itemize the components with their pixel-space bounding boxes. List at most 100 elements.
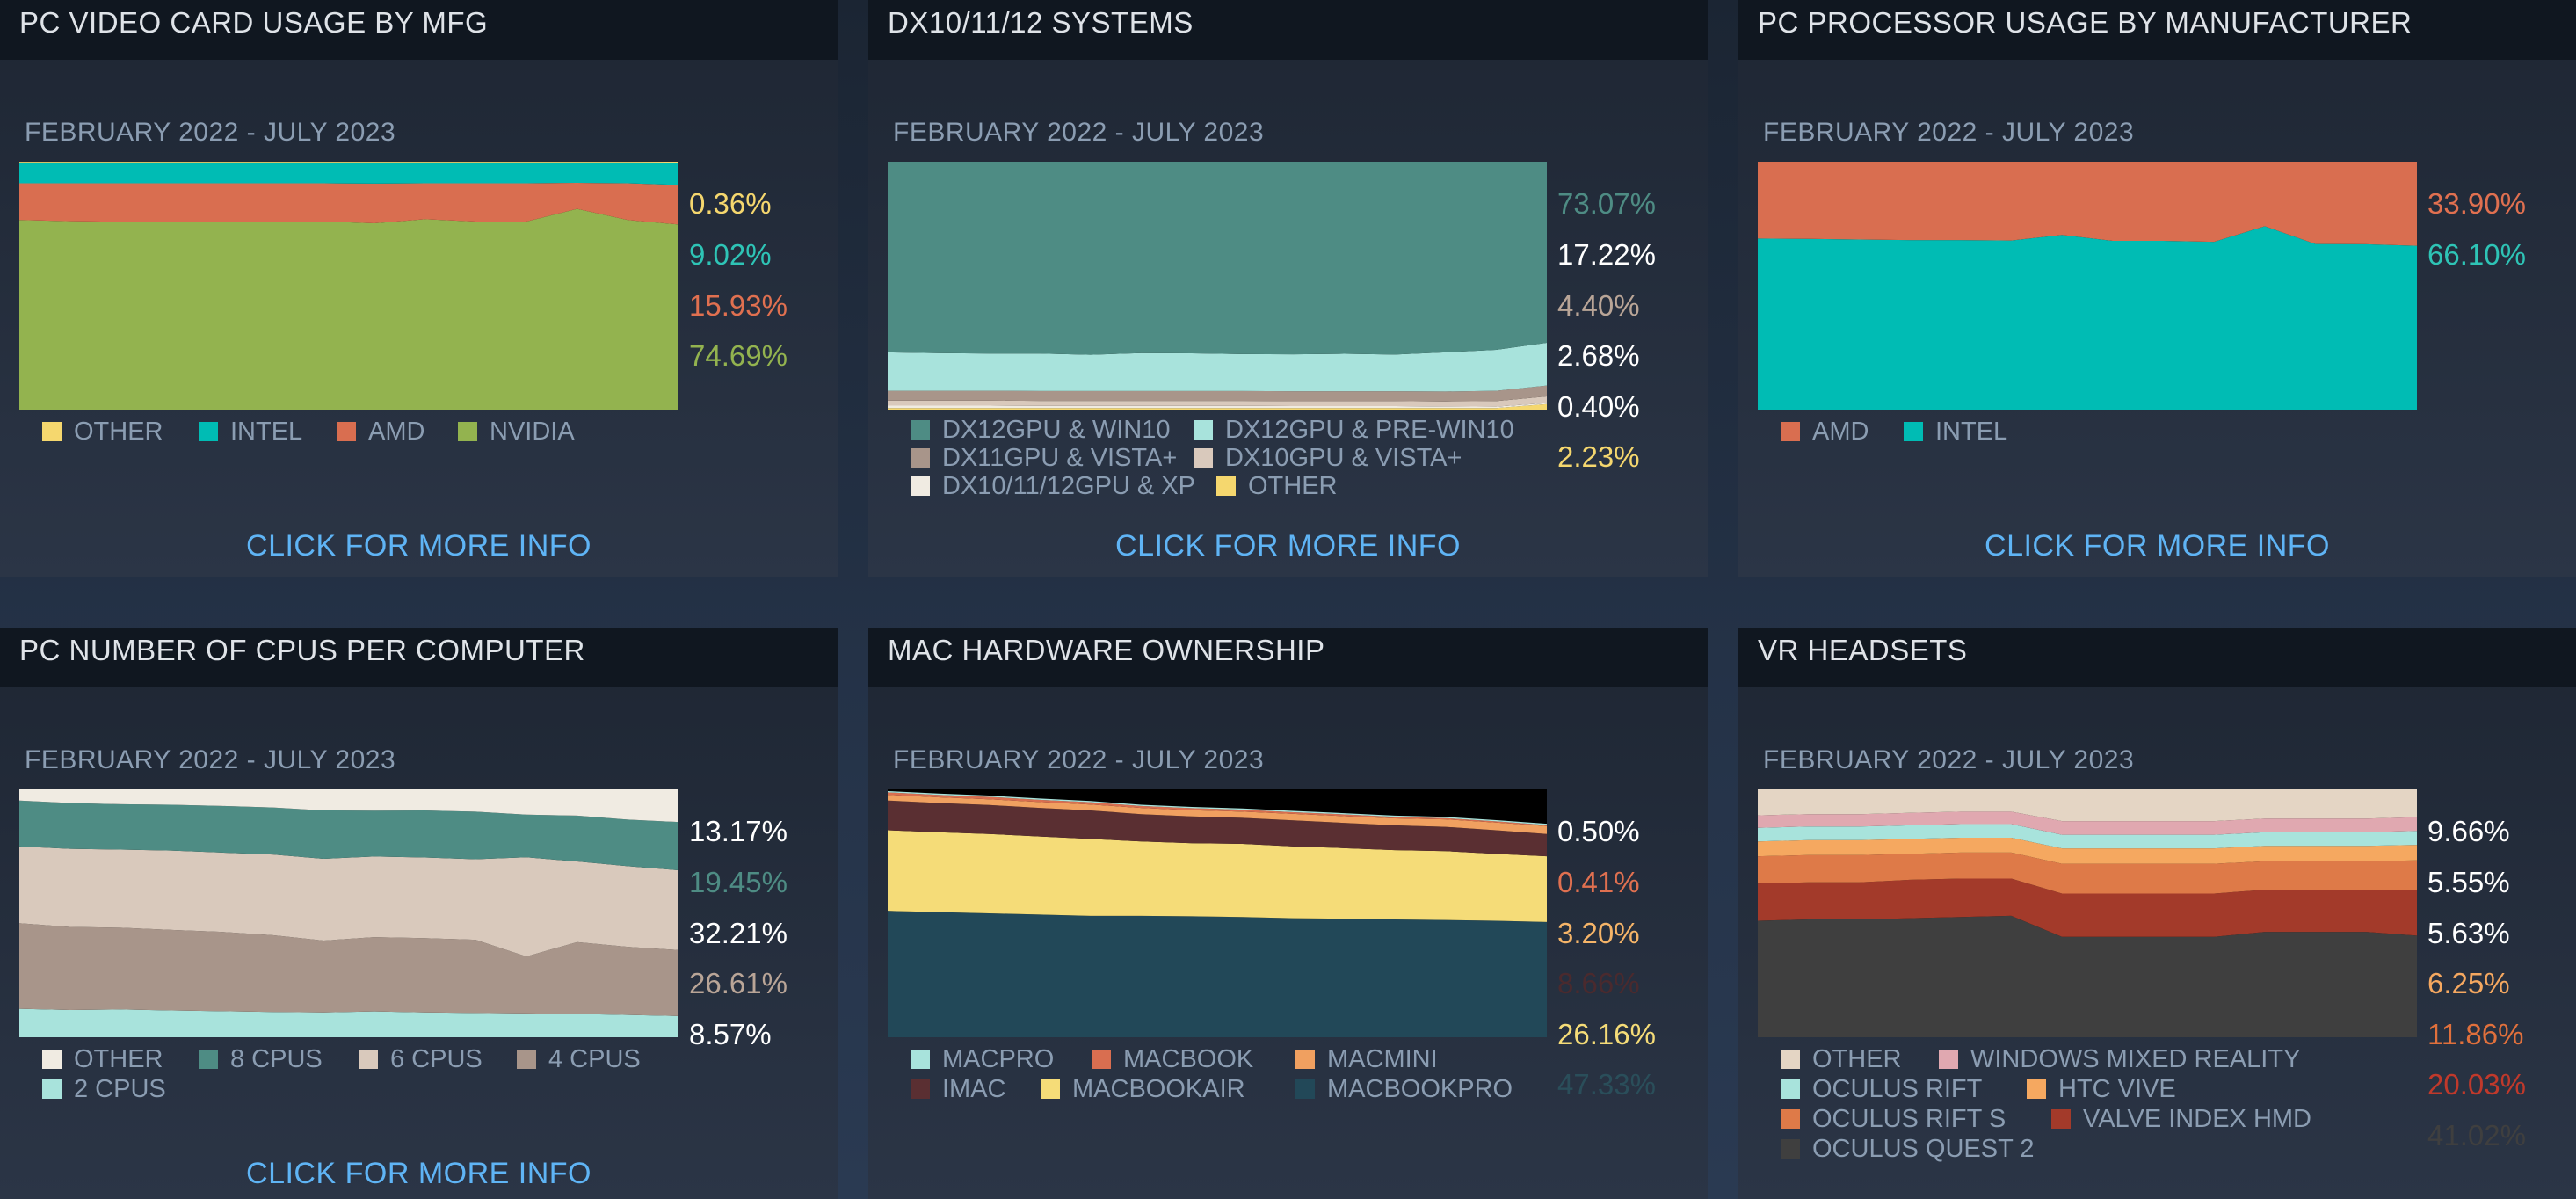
legend-item-vive: HTC VIVE bbox=[2027, 1074, 2176, 1104]
value-label-4cpus: 26.61% bbox=[689, 967, 787, 999]
legend-item-dx12-prewin10: DX12GPU & PRE-WIN10 bbox=[1194, 415, 1514, 445]
more-info-link[interactable]: CLICK FOR MORE INFO bbox=[1985, 529, 2330, 563]
legend-label: 2 CPUS bbox=[74, 1075, 166, 1103]
legend-item-dx-xp: DX10/11/12GPU & XP bbox=[911, 471, 1195, 501]
area-series-macpro bbox=[888, 790, 1547, 825]
value-label-imac: 8.66% bbox=[1557, 967, 1640, 999]
legend-swatch bbox=[1904, 422, 1923, 441]
legend-item-intel: INTEL bbox=[1904, 417, 2007, 447]
legend-label: NVIDIA bbox=[490, 418, 575, 446]
legend-item-index: VALVE INDEX HMD bbox=[2051, 1104, 2311, 1134]
legend-label: OTHER bbox=[1812, 1045, 1902, 1073]
area-chart bbox=[1758, 162, 2417, 410]
area-chart bbox=[19, 789, 678, 1037]
date-range: FEBRUARY 2022 - JULY 2023 bbox=[25, 745, 396, 774]
legend-label: MACMINI bbox=[1327, 1045, 1438, 1073]
value-label-amd: 15.93% bbox=[689, 289, 787, 322]
legend-swatch bbox=[911, 420, 930, 440]
value-label-8cpus: 19.45% bbox=[689, 866, 787, 898]
legend-swatch bbox=[1781, 1079, 1800, 1099]
legend-item-other: OTHER bbox=[42, 417, 163, 447]
area-series-oculus-rift bbox=[1758, 824, 2417, 849]
value-label-dx12-prewin10: 17.22% bbox=[1557, 238, 1656, 271]
panel-processor: PC PROCESSOR USAGE BY MANUFACTURER FEBRU… bbox=[1738, 0, 2576, 577]
value-label-dx-xp: 0.40% bbox=[1557, 390, 1640, 423]
value-label-other: 0.36% bbox=[689, 187, 772, 220]
legend-swatch bbox=[1194, 420, 1213, 440]
legend-item-macbookpro: MACBOOKPRO bbox=[1295, 1074, 1513, 1104]
legend-swatch bbox=[1781, 422, 1800, 441]
more-info-link[interactable]: CLICK FOR MORE INFO bbox=[1115, 529, 1461, 563]
area-series-htc-vive bbox=[1758, 837, 2417, 864]
panel-cpus: PC NUMBER OF CPUS PER COMPUTER FEBRUARY … bbox=[0, 628, 838, 1199]
area-series-dx10-11-12gpu-xp bbox=[888, 403, 1547, 409]
legend-item-dx12-win10: DX12GPU & WIN10 bbox=[911, 415, 1170, 445]
legend-swatch bbox=[1216, 476, 1236, 496]
legend-label: OTHER bbox=[74, 418, 163, 446]
value-label-6cpus: 32.21% bbox=[689, 917, 787, 949]
value-label-dx11-vista: 4.40% bbox=[1557, 289, 1640, 322]
legend-item-2cpus: 2 CPUS bbox=[42, 1074, 166, 1104]
legend-swatch bbox=[1781, 1139, 1800, 1159]
legend-item-macpro: MACPRO bbox=[911, 1044, 1054, 1074]
legend-label: AMD bbox=[368, 418, 425, 446]
date-range: FEBRUARY 2022 - JULY 2023 bbox=[893, 745, 1265, 774]
legend-label: AMD bbox=[1812, 418, 1869, 446]
more-info-link[interactable]: CLICK FOR MORE INFO bbox=[246, 529, 591, 563]
legend-swatch bbox=[1194, 448, 1213, 468]
area-series-intel bbox=[19, 162, 678, 185]
legend-swatch bbox=[1092, 1050, 1111, 1069]
legend-swatch bbox=[199, 1050, 218, 1069]
area-series-other bbox=[19, 162, 678, 164]
area-series-macbookair bbox=[888, 830, 1547, 922]
panel-title: PC VIDEO CARD USAGE BY MFG bbox=[0, 0, 838, 60]
panel-title: PC PROCESSOR USAGE BY MANUFACTURER bbox=[1738, 0, 2576, 60]
panel-dx-systems: DX10/11/12 SYSTEMS FEBRUARY 2022 - JULY … bbox=[868, 0, 1708, 577]
area-series-intel bbox=[1758, 226, 2417, 410]
area-series-6-cpus bbox=[19, 846, 678, 957]
legend-label: HTC VIVE bbox=[2058, 1075, 2176, 1103]
area-series-oculus-quest-2 bbox=[1758, 915, 2417, 1037]
legend-item-macbookair: MACBOOKAIR bbox=[1041, 1074, 1245, 1104]
area-series-windows-mixed-reality bbox=[1758, 811, 2417, 835]
legend-label: INTEL bbox=[230, 418, 303, 446]
panel-vr-headsets: VR HEADSETS FEBRUARY 2022 - JULY 2023 9.… bbox=[1738, 628, 2576, 1199]
value-label-rift: 5.63% bbox=[2427, 917, 2510, 949]
legend-item-amd: AMD bbox=[1781, 417, 1869, 447]
legend-swatch bbox=[517, 1050, 536, 1069]
area-series-dx11gpu-vista- bbox=[888, 385, 1547, 402]
more-info-link[interactable]: CLICK FOR MORE INFO bbox=[246, 1157, 591, 1190]
legend-swatch bbox=[42, 1079, 62, 1099]
value-label-quest2: 41.02% bbox=[2427, 1119, 2526, 1152]
legend-swatch bbox=[1781, 1050, 1800, 1069]
value-label-macmini: 3.20% bbox=[1557, 917, 1640, 949]
legend-label: IMAC bbox=[942, 1075, 1006, 1103]
legend-item-6cpus: 6 CPUS bbox=[359, 1044, 483, 1074]
legend-item-rift-s: OCULUS RIFT S bbox=[1781, 1104, 2006, 1134]
area-series-other bbox=[19, 789, 678, 823]
panel-video-card: PC VIDEO CARD USAGE BY MFG FEBRUARY 2022… bbox=[0, 0, 838, 577]
area-series-oculus-rift-s bbox=[1758, 852, 2417, 894]
legend-label: 4 CPUS bbox=[548, 1045, 641, 1073]
legend-item-wmr: WINDOWS MIXED REALITY bbox=[1939, 1044, 2300, 1074]
panel-mac-hardware: MAC HARDWARE OWNERSHIP FEBRUARY 2022 - J… bbox=[868, 628, 1708, 1199]
value-label-rift-s: 11.86% bbox=[2427, 1018, 2524, 1050]
area-series-dx12gpu-pre-win10 bbox=[888, 343, 1547, 392]
panel-title: DX10/11/12 SYSTEMS bbox=[868, 0, 1708, 60]
value-label-amd: 33.90% bbox=[2427, 187, 2526, 220]
legend-label: DX11GPU & VISTA+ bbox=[942, 444, 1178, 472]
legend-item-dx10-vista: DX10GPU & VISTA+ bbox=[1194, 443, 1462, 473]
legend-label: INTEL bbox=[1935, 418, 2008, 446]
area-series-imac bbox=[888, 800, 1547, 857]
legend-label: DX10/11/12GPU & XP bbox=[942, 472, 1196, 500]
legend-item-intel: INTEL bbox=[199, 417, 302, 447]
legend-swatch bbox=[42, 1050, 62, 1069]
value-label-dx12-win10: 73.07% bbox=[1557, 187, 1656, 220]
legend-label: DX10GPU & VISTA+ bbox=[1225, 444, 1462, 472]
legend-swatch bbox=[1295, 1050, 1315, 1069]
area-series-dx10gpu-vista- bbox=[888, 396, 1547, 407]
legend-swatch bbox=[359, 1050, 378, 1069]
value-label-dx10-vista: 2.68% bbox=[1557, 339, 1640, 372]
legend-swatch bbox=[458, 422, 477, 441]
area-chart bbox=[1758, 789, 2417, 1037]
